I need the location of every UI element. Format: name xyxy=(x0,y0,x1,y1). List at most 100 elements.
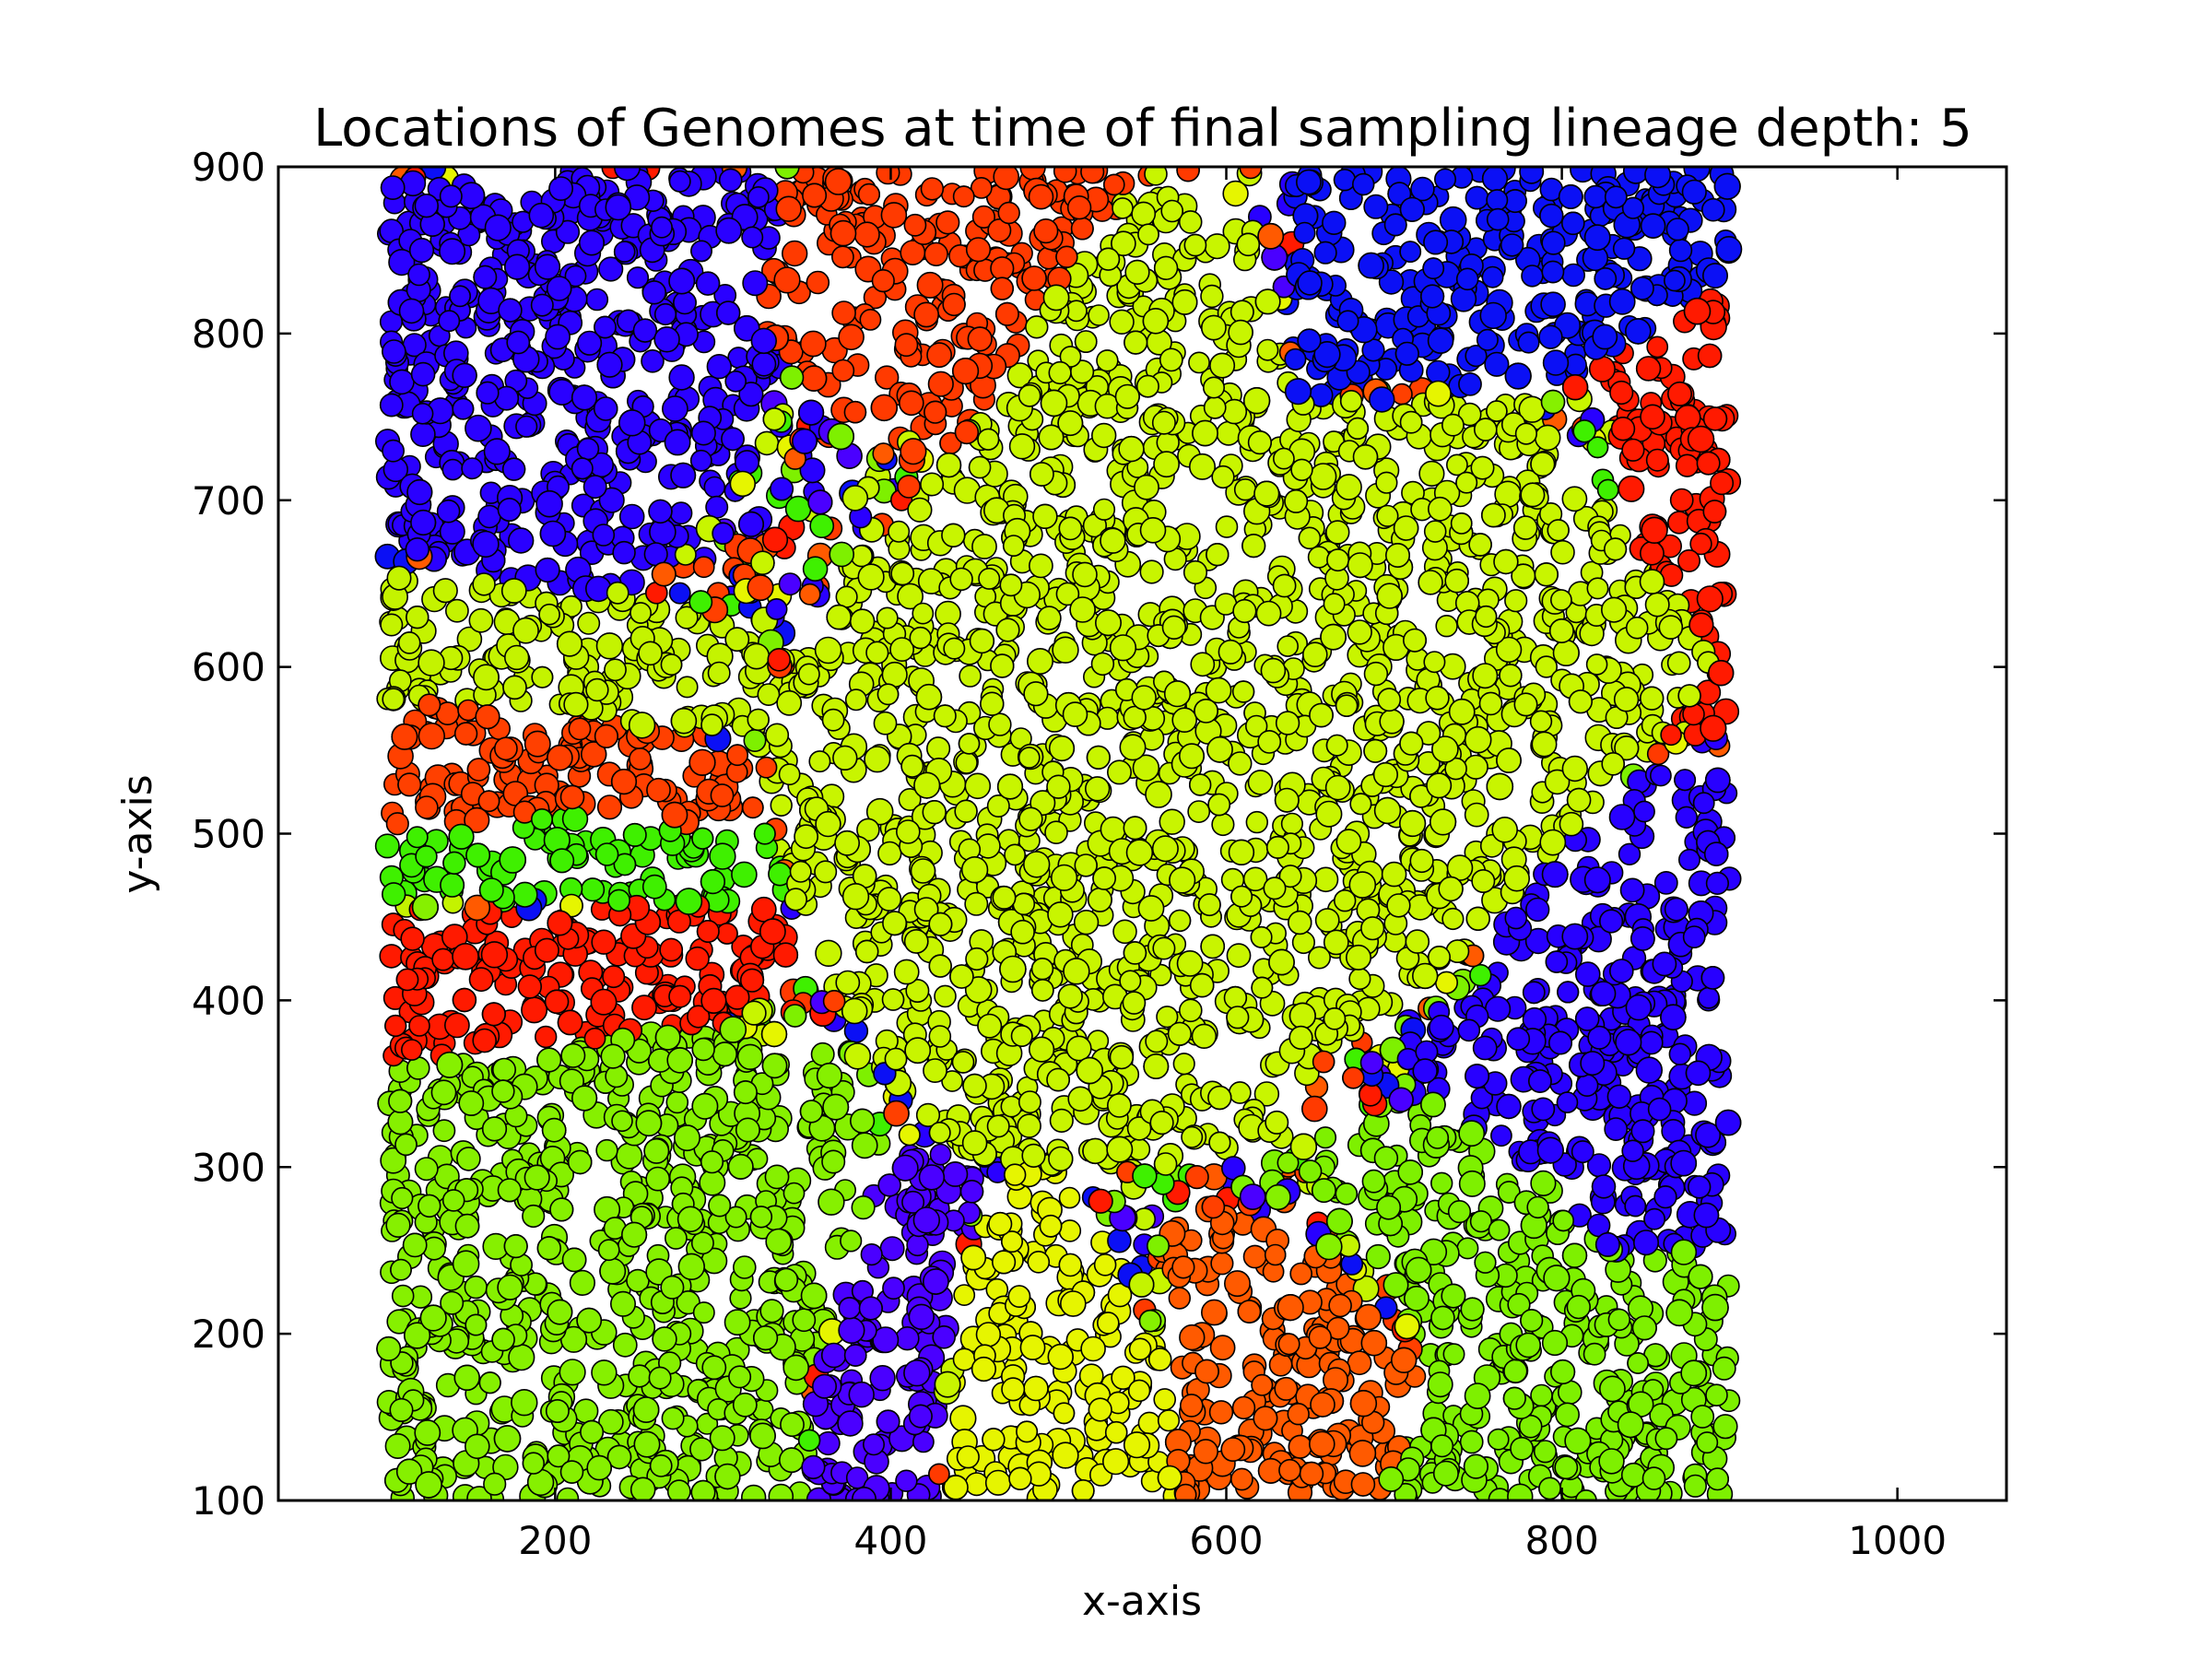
scatter-point xyxy=(1677,548,1701,572)
scatter-point xyxy=(1253,1081,1280,1107)
scatter-point xyxy=(776,689,803,716)
scatter-point xyxy=(1228,1081,1252,1104)
scatter-point xyxy=(1612,237,1636,260)
scatter-point xyxy=(1168,1287,1192,1310)
scatter-point xyxy=(926,342,953,369)
scatter-point xyxy=(1458,1170,1486,1197)
scatter-point xyxy=(1542,349,1570,376)
scatter-point xyxy=(923,1058,947,1084)
scatter-point xyxy=(978,567,1001,590)
scatter-point xyxy=(391,1284,415,1308)
scatter-point xyxy=(764,1164,790,1190)
scatter-point xyxy=(1507,1483,1534,1500)
scatter-point xyxy=(1469,963,1492,987)
scatter-point xyxy=(750,896,777,923)
scatter-point xyxy=(1427,327,1454,355)
scatter-point xyxy=(1096,349,1119,372)
scatter-point xyxy=(1375,471,1398,494)
scatter-point xyxy=(468,607,494,633)
scatter-point xyxy=(1208,1400,1234,1425)
scatter-point xyxy=(784,495,812,523)
scatter-point xyxy=(385,812,409,836)
scatter-point xyxy=(441,458,465,481)
scatter-point xyxy=(1404,1285,1430,1312)
scatter-point xyxy=(559,1359,586,1386)
scatter-point xyxy=(1423,651,1446,674)
scatter-point xyxy=(384,1433,411,1460)
scatter-point xyxy=(641,348,665,373)
scatter-point xyxy=(385,1212,411,1238)
scatter-point xyxy=(1418,460,1445,488)
scatter-point xyxy=(1027,647,1054,675)
scatter-point xyxy=(893,959,920,985)
scatter-point xyxy=(1119,734,1147,761)
scatter-point xyxy=(580,877,606,902)
scatter-point xyxy=(1265,1110,1289,1135)
scatter-point xyxy=(535,489,563,518)
scatter-point xyxy=(816,1430,841,1456)
scatter-point xyxy=(665,1227,688,1250)
scatter-point xyxy=(1134,474,1159,500)
scatter-point xyxy=(689,1437,714,1462)
scatter-point xyxy=(456,626,483,653)
scatter-point xyxy=(690,1231,714,1255)
scatter-point xyxy=(1472,1035,1498,1061)
scatter-point xyxy=(1200,284,1224,309)
scatter-point xyxy=(1450,286,1477,312)
scatter-point xyxy=(1458,1120,1486,1147)
scatter-point xyxy=(1245,810,1269,834)
scatter-point xyxy=(591,1359,618,1386)
scatter-point xyxy=(1410,176,1435,202)
scatter-point xyxy=(894,333,919,358)
scatter-point xyxy=(685,946,710,971)
scatter-point xyxy=(517,974,542,999)
scatter-point xyxy=(876,167,900,185)
scatter-point xyxy=(1710,471,1735,496)
scatter-point xyxy=(757,683,781,707)
scatter-points xyxy=(374,167,1743,1500)
scatter-point xyxy=(1441,907,1465,931)
scatter-point xyxy=(692,556,715,579)
scatter-point xyxy=(1647,1097,1672,1122)
scatter-point xyxy=(415,795,439,819)
scatter-point xyxy=(1561,755,1589,782)
scatter-point xyxy=(1705,1383,1728,1406)
scatter-point xyxy=(1313,1126,1337,1149)
scatter-point xyxy=(1176,950,1204,977)
scatter-point xyxy=(491,1057,516,1082)
scatter-point xyxy=(1065,1035,1092,1062)
scatter-point xyxy=(616,1142,643,1170)
scatter-point xyxy=(1037,606,1062,630)
scatter-point xyxy=(1541,1329,1569,1357)
scatter-point xyxy=(1187,800,1211,824)
scatter-point xyxy=(414,1157,439,1182)
scatter-point xyxy=(935,210,960,235)
scatter-point xyxy=(1365,1243,1391,1270)
scatter-point xyxy=(1683,1474,1707,1498)
scatter-point xyxy=(881,661,908,688)
scatter-point xyxy=(406,826,429,849)
scatter-point xyxy=(604,658,627,682)
scatter-point xyxy=(859,308,882,331)
scatter-point xyxy=(629,747,652,771)
scatter-point xyxy=(898,787,922,811)
scatter-point xyxy=(1247,770,1274,795)
scatter-point xyxy=(1456,1237,1479,1260)
scatter-point xyxy=(508,1344,535,1371)
scatter-point xyxy=(1092,498,1116,521)
scatter-point xyxy=(1210,1252,1234,1276)
scatter-point xyxy=(851,1194,876,1220)
scatter-point xyxy=(1053,167,1077,183)
scatter-point xyxy=(511,1388,538,1417)
scatter-point xyxy=(955,751,978,774)
scatter-point xyxy=(897,475,922,499)
scatter-point xyxy=(765,723,790,747)
scatter-point xyxy=(1000,1095,1023,1118)
scatter-point xyxy=(452,1250,480,1277)
scatter-point xyxy=(770,477,794,501)
scatter-point xyxy=(1550,589,1572,611)
scatter-point xyxy=(869,1364,896,1392)
scatter-point xyxy=(1260,657,1287,684)
scatter-point xyxy=(782,1182,806,1205)
scatter-point xyxy=(1080,167,1105,184)
